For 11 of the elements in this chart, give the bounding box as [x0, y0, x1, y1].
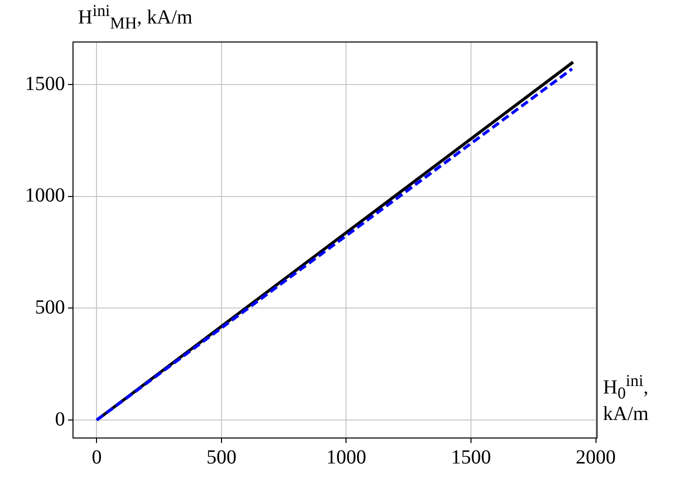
y-axis-title: H$^{ini}$$_{MH}$, kA/m — [78, 1, 192, 33]
x-tick-label: 1000 — [326, 446, 366, 468]
y-tick-label: 0 — [55, 408, 65, 430]
x-tick-label: 0 — [92, 446, 102, 468]
x-axis-title: H$_{0}$$^{ini}$, kA/m — [603, 371, 650, 425]
x-tick-label: 1500 — [450, 446, 491, 468]
x-tick-label: 2000 — [576, 446, 616, 468]
y-tick-label: 1000 — [25, 184, 65, 207]
y-tick-label: 1500 — [25, 72, 65, 95]
x-tick-label: 500 — [206, 446, 236, 468]
y-tick-label: 500 — [35, 296, 65, 318]
